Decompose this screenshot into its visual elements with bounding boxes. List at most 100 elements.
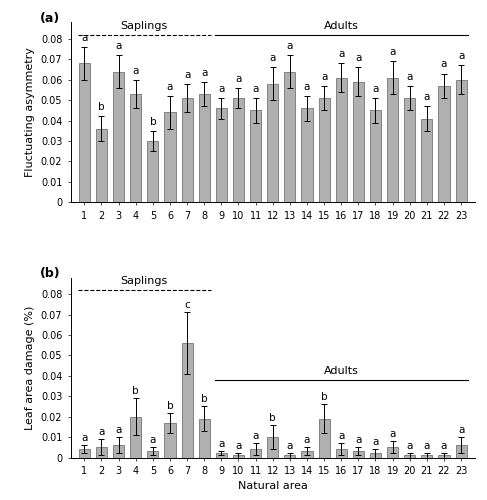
- Text: a: a: [98, 427, 105, 437]
- Bar: [455, 445, 467, 458]
- Text: Adults: Adults: [324, 20, 358, 30]
- Text: a: a: [81, 33, 88, 43]
- Text: a: a: [235, 442, 242, 452]
- Bar: [284, 72, 296, 202]
- Bar: [147, 141, 158, 203]
- Text: a: a: [372, 438, 379, 448]
- Text: b: b: [201, 394, 207, 404]
- Text: a: a: [304, 435, 310, 445]
- Text: a: a: [218, 440, 225, 450]
- Text: a: a: [252, 431, 259, 441]
- Text: a: a: [355, 54, 361, 64]
- Bar: [96, 128, 107, 202]
- Text: a: a: [338, 431, 344, 441]
- Text: Saplings: Saplings: [121, 276, 168, 286]
- Text: a: a: [458, 52, 464, 62]
- Bar: [370, 454, 381, 458]
- Text: a: a: [269, 54, 276, 64]
- Y-axis label: Fluctuating asymmetry: Fluctuating asymmetry: [25, 48, 35, 178]
- Text: b: b: [321, 392, 327, 402]
- Bar: [404, 98, 415, 202]
- Text: (b): (b): [40, 267, 61, 280]
- Text: b: b: [269, 413, 276, 423]
- Bar: [404, 456, 415, 458]
- Bar: [182, 98, 193, 202]
- Text: a: a: [372, 84, 379, 94]
- Bar: [438, 86, 450, 202]
- Text: a: a: [150, 435, 156, 445]
- Text: a: a: [184, 70, 190, 80]
- Text: a: a: [115, 41, 122, 51]
- Bar: [250, 450, 261, 458]
- Bar: [165, 112, 175, 202]
- Text: a: a: [338, 50, 344, 59]
- Bar: [267, 437, 278, 458]
- Text: a: a: [390, 429, 396, 439]
- Bar: [336, 450, 347, 458]
- Text: Saplings: Saplings: [121, 20, 168, 30]
- Bar: [79, 450, 90, 458]
- Bar: [353, 82, 364, 202]
- Bar: [199, 94, 210, 202]
- Bar: [387, 448, 398, 458]
- Bar: [455, 80, 467, 202]
- Text: b: b: [167, 400, 173, 410]
- Text: a: a: [287, 41, 293, 51]
- Bar: [199, 418, 210, 458]
- Bar: [421, 456, 432, 458]
- Bar: [147, 452, 158, 458]
- Text: a: a: [218, 84, 225, 94]
- Bar: [353, 452, 364, 458]
- Bar: [250, 110, 261, 202]
- Text: a: a: [132, 66, 139, 76]
- Bar: [113, 445, 124, 458]
- Bar: [421, 118, 432, 202]
- Bar: [182, 343, 193, 458]
- Text: b: b: [132, 386, 139, 396]
- Bar: [79, 64, 90, 202]
- Bar: [233, 98, 244, 202]
- Text: a: a: [458, 425, 464, 435]
- Bar: [130, 416, 141, 458]
- Bar: [438, 456, 450, 458]
- Text: a: a: [287, 442, 293, 452]
- Bar: [318, 418, 330, 458]
- Text: a: a: [441, 60, 447, 70]
- Bar: [267, 84, 278, 202]
- Bar: [113, 72, 124, 202]
- Text: a: a: [81, 433, 88, 443]
- Text: a: a: [441, 442, 447, 452]
- Bar: [301, 108, 313, 202]
- Text: a: a: [235, 74, 242, 84]
- Text: a: a: [424, 92, 430, 102]
- Text: a: a: [201, 68, 207, 78]
- Text: a: a: [390, 47, 396, 57]
- Bar: [216, 454, 227, 458]
- Text: a: a: [424, 442, 430, 452]
- Text: b: b: [150, 116, 156, 126]
- Bar: [318, 98, 330, 202]
- Text: a: a: [407, 72, 413, 82]
- Text: Adults: Adults: [324, 366, 358, 376]
- Text: c: c: [184, 300, 190, 310]
- Bar: [96, 448, 107, 458]
- Bar: [165, 423, 175, 458]
- Bar: [336, 78, 347, 202]
- Text: (a): (a): [40, 12, 60, 24]
- Bar: [370, 110, 381, 202]
- Text: a: a: [321, 72, 327, 82]
- Bar: [216, 108, 227, 202]
- Text: a: a: [407, 442, 413, 452]
- Bar: [301, 452, 313, 458]
- Bar: [130, 94, 141, 202]
- Y-axis label: Leaf area damage (%): Leaf area damage (%): [25, 306, 35, 430]
- Bar: [387, 78, 398, 202]
- Text: a: a: [252, 84, 259, 94]
- Bar: [233, 456, 244, 458]
- Text: a: a: [355, 435, 361, 445]
- X-axis label: Natural area: Natural area: [238, 482, 308, 492]
- Text: a: a: [115, 425, 122, 435]
- Text: b: b: [98, 102, 105, 113]
- Text: a: a: [304, 82, 310, 92]
- Text: a: a: [167, 82, 173, 92]
